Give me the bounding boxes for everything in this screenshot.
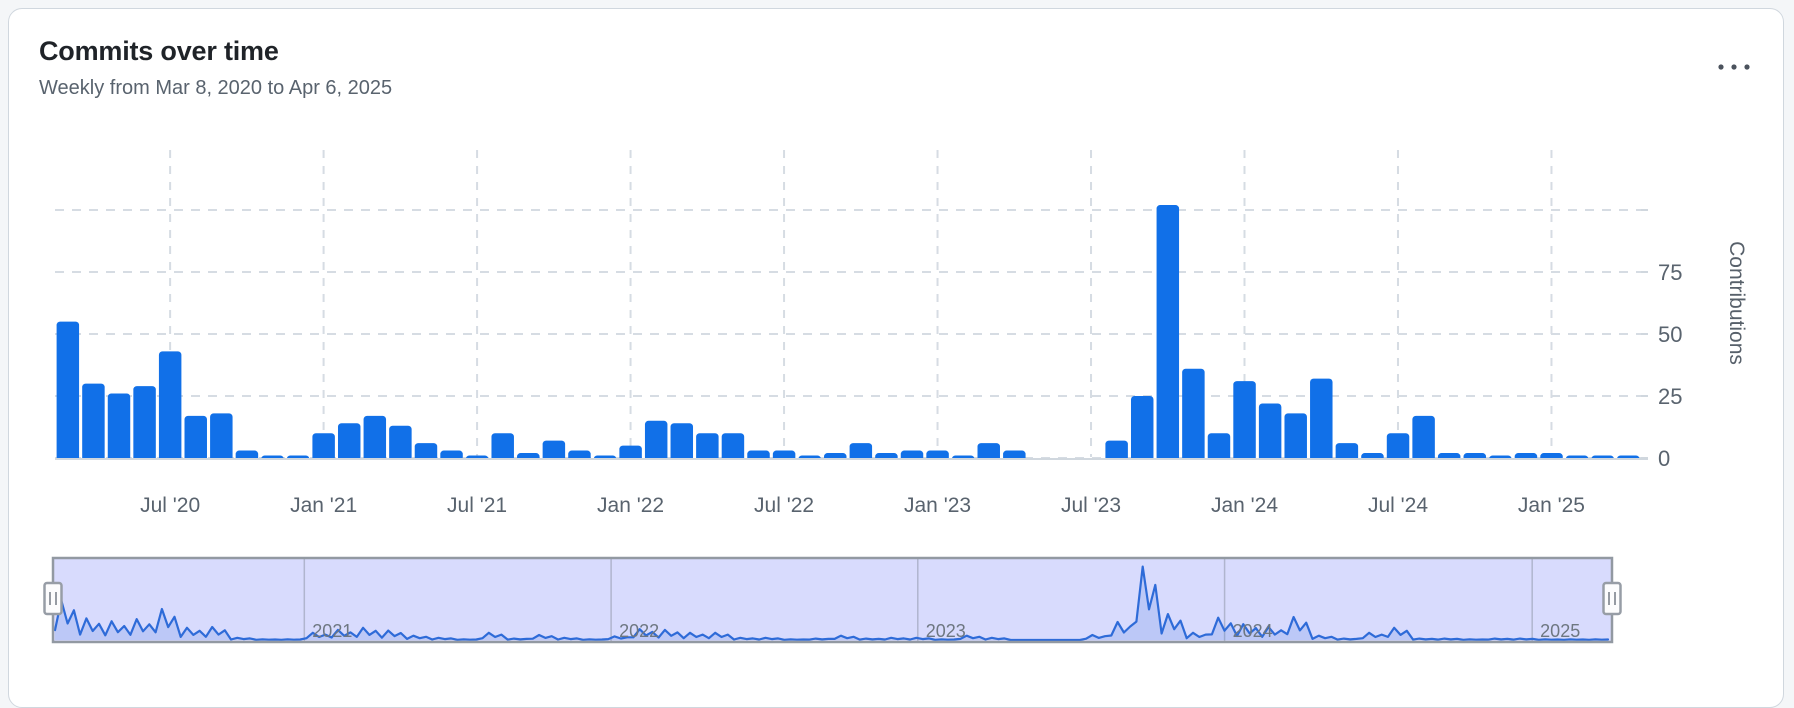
- commit-bar-Jan-2021[interactable]: [312, 433, 335, 464]
- brush-year-label: 2022: [619, 621, 659, 641]
- commit-bar-Nov-2020[interactable]: [261, 455, 284, 464]
- commit-bar-Nov-2022[interactable]: [875, 453, 898, 464]
- commit-bar-Apr-2021[interactable]: [389, 425, 412, 464]
- commit-bar-Nov-2021[interactable]: [568, 450, 591, 464]
- brush-year-label: 2025: [1540, 621, 1580, 641]
- commit-bar-Oct-2023[interactable]: [1156, 205, 1180, 464]
- commit-bar-Mar-2022[interactable]: [670, 423, 694, 464]
- x-axis-tick-label: Jul '21: [447, 494, 507, 517]
- commit-bar-Oct-2020[interactable]: [235, 450, 259, 464]
- handle-box: [43, 581, 63, 616]
- commit-bar-Feb-2024[interactable]: [1258, 403, 1282, 464]
- commit-bar-Apr-2020[interactable]: [82, 383, 105, 464]
- commit-bar-Jul-2024[interactable]: [1386, 433, 1410, 464]
- commit-bar-Nov-2024[interactable]: [1489, 455, 1512, 464]
- x-axis-tick-label: Jul '22: [754, 494, 814, 517]
- y-axis-title: Contributions: [1725, 241, 1748, 365]
- commit-bar-Nov-2023[interactable]: [1182, 368, 1205, 464]
- commit-bar-Sep-2022[interactable]: [824, 453, 847, 464]
- commit-bar-Jan-2024[interactable]: [1233, 381, 1256, 464]
- brush-selection[interactable]: [53, 558, 1612, 642]
- brush-sparkline: [53, 565, 1610, 642]
- commit-bar-Dec-2022[interactable]: [900, 450, 924, 464]
- commit-bar-Feb-2022[interactable]: [644, 420, 668, 464]
- commit-bar-Dec-2020[interactable]: [286, 455, 310, 464]
- commit-bar-Sep-2020[interactable]: [210, 413, 233, 464]
- bars-group: [56, 205, 1640, 464]
- card-title: Commits over time: [39, 36, 279, 66]
- commit-bar-Mar-2025[interactable]: [1591, 455, 1614, 464]
- commit-bar-Jan-2023[interactable]: [926, 450, 949, 464]
- commit-bar-Feb-2025[interactable]: [1566, 455, 1589, 464]
- y-axis-tick-label: 50: [1658, 322, 1682, 347]
- x-axis-tick-label: Jan '22: [597, 494, 664, 517]
- x-axis-tick-label: Jan '23: [904, 494, 971, 517]
- page: { "page": { "background": "#f4f6f8", "ca…: [8, 8, 1784, 708]
- brush: 2021 2022 2023 2024 2025: [43, 556, 1622, 644]
- commit-bar-Aug-2022[interactable]: [798, 455, 821, 464]
- card-subtitle: Weekly from Mar 8, 2020 to Apr 6, 2025: [39, 77, 393, 99]
- commit-bar-Jul-2021[interactable]: [466, 455, 489, 464]
- commits-bar-chart: Jul '20 Jan '21 Jul '21 Jan '22 Jul '22 Jan '…: [43, 150, 1748, 644]
- commit-bar-Sep-2024[interactable]: [1437, 453, 1461, 464]
- commit-bar-Jul-2022[interactable]: [772, 450, 796, 464]
- commit-bar-Jun-2022[interactable]: [747, 450, 770, 464]
- commit-bar-Sep-2021[interactable]: [517, 453, 540, 464]
- commit-bar-Oct-2024[interactable]: [1463, 453, 1487, 464]
- x-axis-tick-label: Jan '21: [290, 494, 357, 517]
- commit-bar-Apr-2024[interactable]: [1310, 378, 1333, 464]
- y-axis-tick-label: 0: [1658, 446, 1670, 471]
- x-axis-tick-label: Jul '20: [140, 494, 200, 517]
- commit-bar-Feb-2021[interactable]: [337, 423, 361, 464]
- commit-bar-Jun-2024[interactable]: [1361, 453, 1384, 464]
- commit-bar-Jul-2020[interactable]: [158, 351, 182, 464]
- commit-bar-May-2022[interactable]: [721, 433, 745, 464]
- brush-year-label: 2021: [312, 621, 352, 641]
- brush-year-label: 2024: [1233, 621, 1273, 641]
- commit-bar-May-2024[interactable]: [1335, 443, 1359, 464]
- commit-bar-Jun-2021[interactable]: [440, 450, 463, 464]
- commit-bar-Aug-2020[interactable]: [184, 415, 207, 464]
- handle-box: [1602, 581, 1622, 616]
- x-axis-tick-label: Jan '24: [1211, 494, 1278, 517]
- commit-bar-Aug-2023[interactable]: [1105, 440, 1128, 464]
- commit-bar-Mar-2023[interactable]: [977, 443, 1000, 464]
- commit-bar-Mar-2020[interactable]: [56, 321, 80, 464]
- commit-bar-Dec-2021[interactable]: [593, 455, 617, 464]
- y-axis-tick-label: 75: [1658, 260, 1682, 285]
- commit-bar-Apr-2025[interactable]: [1617, 455, 1640, 464]
- commit-bar-Mar-2024[interactable]: [1284, 413, 1307, 464]
- x-axis-tick-label: Jul '23: [1061, 494, 1121, 517]
- commit-bar-Apr-2023[interactable]: [1003, 450, 1026, 464]
- y-axis-tick-label: 25: [1658, 384, 1682, 409]
- commit-bar-Mar-2021[interactable]: [363, 415, 387, 464]
- kebab-menu-button[interactable]: [1703, 45, 1767, 89]
- commit-bar-Oct-2022[interactable]: [849, 443, 873, 464]
- commit-bar-Jan-2022[interactable]: [619, 445, 642, 464]
- brush-handle-left[interactable]: [43, 581, 63, 616]
- brush-handle-right[interactable]: [1602, 581, 1622, 616]
- commit-bar-Jan-2025[interactable]: [1540, 453, 1563, 464]
- commit-bar-Aug-2024[interactable]: [1412, 415, 1435, 464]
- commit-bar-Dec-2023[interactable]: [1207, 433, 1231, 464]
- card-header: Commits over time Weekly from Mar 8, 202…: [39, 35, 392, 100]
- commits-over-time-card: Commits over time Weekly from Mar 8, 202…: [8, 8, 1784, 708]
- commit-bar-May-2020[interactable]: [107, 393, 131, 464]
- kebab-horizontal-icon: [1718, 64, 1750, 70]
- commit-bar-Aug-2021[interactable]: [491, 433, 514, 464]
- commit-bar-Dec-2024[interactable]: [1514, 453, 1538, 464]
- brush-year-label: 2023: [926, 621, 966, 641]
- commit-bar-Sep-2023[interactable]: [1130, 396, 1154, 464]
- commit-bar-Apr-2022[interactable]: [696, 433, 719, 464]
- x-axis-tick-label: Jul '24: [1368, 494, 1428, 517]
- x-axis-tick-label: Jan '25: [1518, 494, 1585, 517]
- commit-bar-Jun-2020[interactable]: [133, 386, 156, 464]
- commit-bar-Oct-2021[interactable]: [542, 440, 566, 464]
- commit-bar-May-2021[interactable]: [414, 443, 438, 464]
- commit-bar-Feb-2023[interactable]: [952, 455, 975, 464]
